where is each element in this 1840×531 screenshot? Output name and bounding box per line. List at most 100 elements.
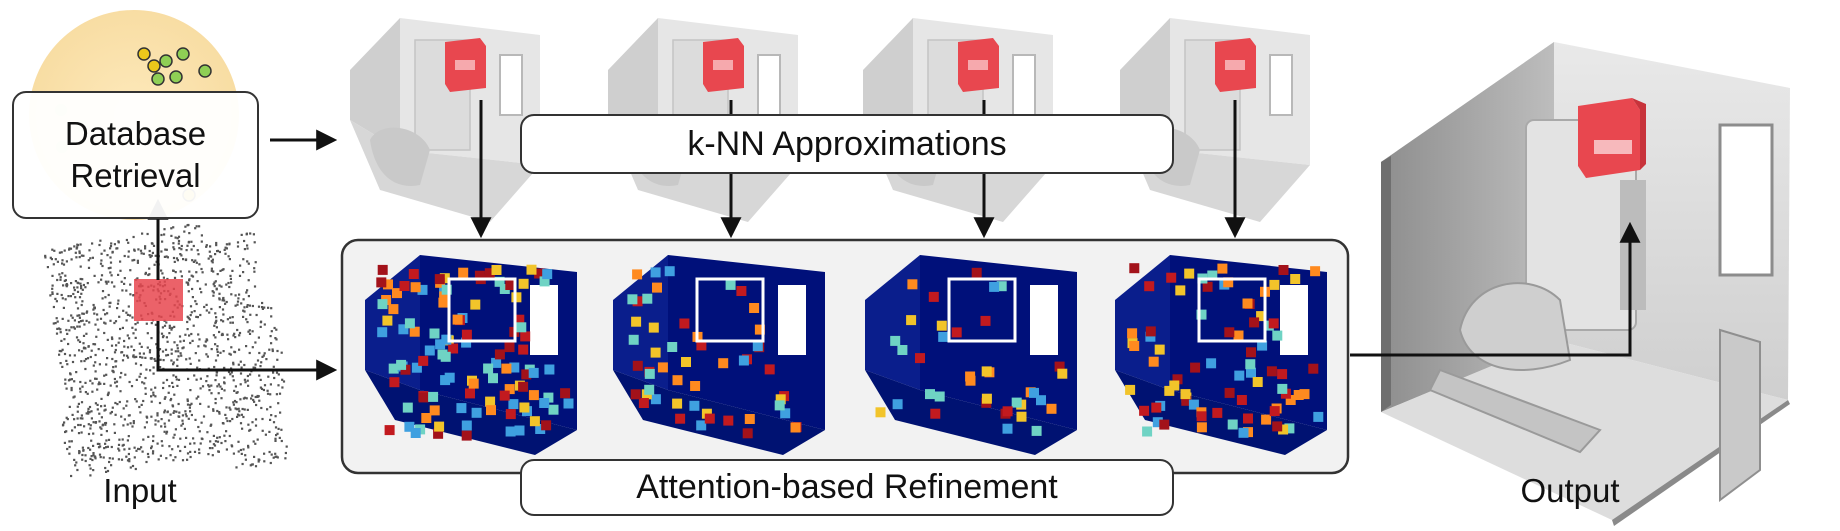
heatmap-tile — [1272, 330, 1283, 341]
point-cloud-point — [125, 311, 128, 314]
point-cloud-point — [152, 439, 155, 443]
point-cloud-point — [163, 411, 166, 414]
point-cloud-point — [62, 306, 65, 309]
point-cloud-point — [133, 446, 136, 449]
point-cloud-point — [113, 321, 116, 325]
point-cloud-point — [74, 280, 77, 283]
heatmap-tile — [505, 409, 516, 420]
point-cloud-point — [78, 256, 81, 259]
point-cloud-point — [188, 406, 191, 409]
point-cloud-point — [210, 384, 213, 387]
point-cloud-point — [173, 276, 177, 279]
point-cloud-point — [274, 426, 278, 429]
point-cloud-point — [51, 274, 54, 277]
point-cloud-point — [152, 372, 155, 375]
point-cloud-point — [81, 417, 84, 420]
point-cloud-point — [244, 381, 247, 384]
point-cloud-point — [154, 254, 157, 257]
point-cloud-point — [126, 354, 129, 357]
point-cloud-point — [164, 396, 167, 399]
point-cloud-point — [154, 395, 157, 398]
point-cloud-point — [229, 373, 232, 376]
point-cloud-point — [73, 458, 76, 461]
point-cloud-point — [140, 345, 143, 348]
point-cloud-point — [174, 350, 177, 353]
point-cloud-point — [56, 320, 59, 323]
point-cloud-point — [197, 345, 200, 348]
point-cloud-point — [114, 348, 117, 352]
point-cloud-point — [173, 433, 176, 436]
point-cloud-point — [89, 379, 92, 382]
point-cloud-point — [186, 328, 189, 331]
point-cloud-point — [96, 313, 99, 316]
point-cloud-point — [188, 232, 191, 235]
point-cloud-point — [193, 374, 196, 377]
heatmap-tile — [410, 428, 421, 438]
heatmap-tile — [667, 342, 678, 352]
point-cloud-point — [170, 348, 173, 351]
point-cloud-point — [161, 272, 164, 275]
heatmap-tile — [650, 394, 661, 405]
point-cloud-point — [189, 410, 192, 413]
point-cloud-point — [106, 338, 109, 341]
point-cloud-point — [218, 292, 221, 295]
heatmap-tile — [494, 276, 505, 287]
point-cloud-point — [172, 269, 175, 272]
point-cloud-point — [98, 420, 101, 423]
point-cloud-point — [145, 421, 148, 424]
heatmap-tile — [704, 413, 715, 424]
point-cloud-point — [219, 385, 222, 388]
point-cloud-point — [46, 266, 49, 269]
point-cloud-point — [117, 458, 120, 461]
point-cloud-point — [99, 317, 103, 320]
heatmap-tile — [1224, 387, 1235, 398]
point-cloud-point — [147, 455, 150, 459]
point-cloud-point — [165, 255, 168, 258]
point-cloud-point — [240, 302, 243, 305]
point-cloud-point — [59, 331, 62, 334]
point-cloud-point — [214, 379, 217, 382]
heatmap-tile — [1249, 317, 1260, 328]
point-cloud-point — [160, 440, 163, 443]
heatmap-row — [365, 255, 1327, 455]
point-cloud-point — [96, 403, 99, 406]
point-cloud-point — [269, 335, 272, 338]
point-cloud-point — [113, 285, 116, 288]
heatmap-tile — [1151, 402, 1162, 413]
point-cloud-point — [89, 457, 92, 460]
point-cloud-point — [188, 357, 191, 360]
point-cloud-point — [163, 255, 166, 258]
point-cloud-point — [205, 309, 208, 312]
point-cloud-point — [50, 258, 53, 261]
point-cloud-point — [155, 343, 158, 346]
point-cloud-point — [78, 452, 81, 455]
point-cloud-point — [131, 464, 135, 468]
point-cloud-point — [129, 293, 132, 296]
point-cloud-point — [196, 249, 199, 252]
point-cloud-point — [108, 460, 111, 464]
point-cloud-point — [174, 428, 177, 431]
point-cloud-point — [94, 377, 97, 380]
point-cloud-point — [111, 337, 114, 341]
point-cloud-point — [79, 387, 82, 390]
point-cloud-point — [139, 372, 142, 375]
point-cloud-point — [94, 457, 97, 460]
output-model — [1381, 42, 1790, 526]
point-cloud-point — [69, 247, 73, 250]
point-cloud-point — [254, 418, 258, 421]
point-cloud-point — [194, 418, 197, 421]
point-cloud-point — [145, 460, 148, 464]
point-cloud-point — [279, 411, 282, 414]
point-cloud-point — [205, 303, 208, 306]
point-cloud-point — [81, 319, 84, 322]
point-cloud-point — [68, 405, 71, 408]
point-cloud-point — [223, 434, 226, 437]
point-cloud-point — [184, 225, 187, 228]
point-cloud-point — [170, 328, 173, 331]
point-cloud-point — [195, 302, 198, 306]
point-cloud-point — [60, 350, 63, 353]
point-cloud-point — [245, 291, 248, 294]
heatmap-tile — [461, 430, 472, 441]
point-cloud-point — [247, 330, 250, 333]
heatmap-tile — [470, 299, 481, 310]
